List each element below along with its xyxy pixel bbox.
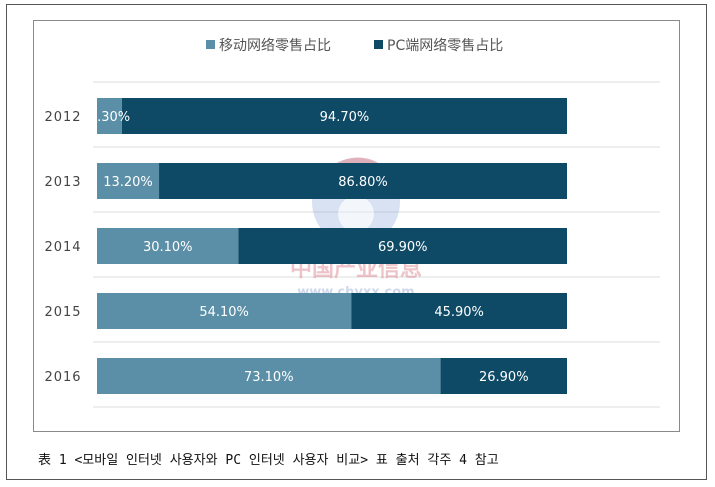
bar-segment [97, 98, 122, 134]
grid-lines [93, 81, 660, 408]
category-label: 2015 [44, 305, 81, 320]
data-label: 13.20% [103, 175, 153, 190]
legend-label: 移动网络零售占比 [219, 38, 331, 54]
bar-segment [121, 98, 567, 134]
data-label: 69.90% [378, 240, 428, 255]
category-label: 2016 [44, 370, 81, 385]
data-label: 86.80% [338, 175, 388, 190]
legend-swatch [206, 40, 215, 49]
data-label: 73.10% [244, 370, 294, 385]
bar-segment [97, 163, 160, 199]
bar-segment [159, 163, 568, 199]
category-label: 2012 [44, 110, 81, 125]
data-label: 94.70% [320, 110, 370, 125]
category-label: 2013 [44, 175, 81, 190]
data-labels: 5.30% 94.70% 13.20% 86.80% 30.10% 69.90% 54.10… [89, 110, 529, 385]
bar-segment [97, 358, 441, 394]
bar-segment [97, 228, 239, 264]
figure-caption: 表 1 <모바일 인터넷 사용자와 PC 인터넷 사용자 비교> 표 출처 각주… [38, 453, 499, 468]
bar-segment [97, 293, 352, 329]
category-axis: 2012 2013 2014 2015 2016 [44, 110, 81, 385]
data-label: 45.90% [434, 305, 484, 320]
legend-swatch [374, 40, 383, 49]
bar-segment [351, 293, 567, 329]
legend-label: PC端网络零售占比 [387, 38, 503, 54]
chart-legend: 移动网络零售占比 PC端网络零售占比 [206, 38, 503, 54]
category-label: 2014 [44, 240, 81, 255]
image-frame [6, 4, 707, 480]
bar-segment [440, 358, 567, 394]
bar-segment [238, 228, 567, 264]
data-label: 26.90% [479, 370, 529, 385]
data-label: 5.30% [89, 110, 130, 125]
bars [97, 98, 568, 394]
data-label: 30.10% [143, 240, 193, 255]
data-label: 54.10% [199, 305, 249, 320]
